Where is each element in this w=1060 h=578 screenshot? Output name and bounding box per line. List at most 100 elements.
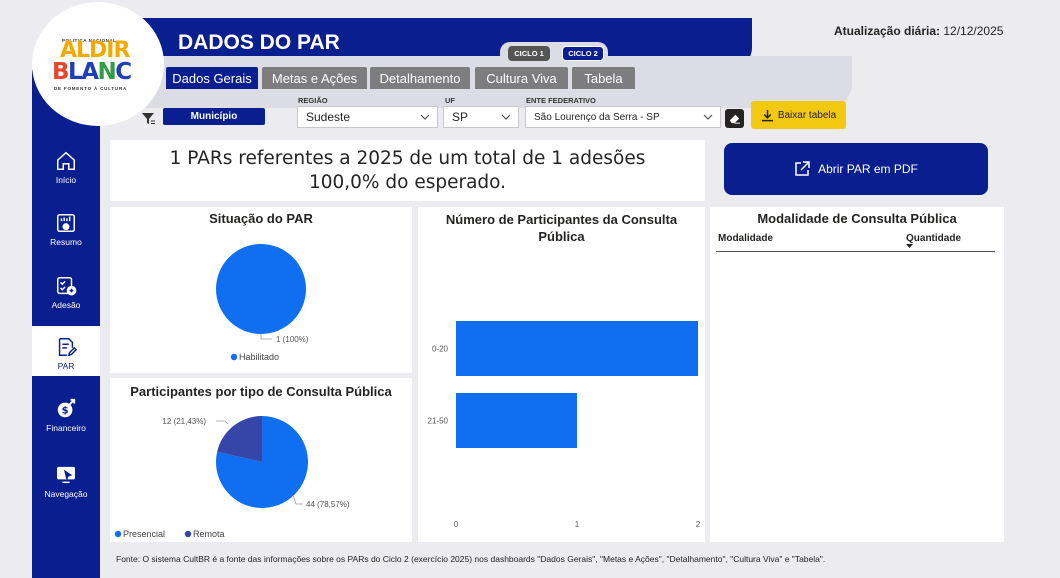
column-header-modalidade[interactable]: Modalidade xyxy=(718,233,774,244)
tab-tabela[interactable]: Tabela xyxy=(572,67,635,89)
download-icon xyxy=(761,109,773,121)
modalidade-title: Modalidade de Consulta Pública xyxy=(757,211,957,226)
tab-metas-e-acoes[interactable]: Metas e Ações xyxy=(262,67,367,89)
situacao-par-card: Situação do PAR 1 (100%) Habilitado xyxy=(110,207,412,373)
pie-data-label: 44 (78,57%) xyxy=(306,500,350,509)
sidebar-item-adesao[interactable]: Adesão xyxy=(32,275,100,333)
regiao-label: REGIÃO xyxy=(298,96,328,105)
logo: POLÍTICA NACIONAL ALDIR BLANC DE FOMENTO… xyxy=(32,2,164,126)
tab-detalhamento[interactable]: Detalhamento xyxy=(370,67,470,89)
bar-0-20[interactable] xyxy=(456,321,698,376)
legend-marker xyxy=(114,530,122,538)
sidebar-item-label: Início xyxy=(55,175,77,185)
participantes-tipo-chart: 44 (78,57%) 12 (21,43%) Presencial Remota xyxy=(114,416,350,539)
download-table-label: Baixar tabela xyxy=(777,109,837,121)
update-info: Atualização diária: 12/12/2025 xyxy=(834,24,1003,38)
sidebar-item-label: PAR xyxy=(57,361,75,371)
modalidade-card: Modalidade de Consulta Pública Modalidad… xyxy=(710,207,1004,542)
y-tick-label: 21-50 xyxy=(428,417,449,426)
regiao-value: Sudeste xyxy=(306,110,351,124)
uf-label: UF xyxy=(445,96,455,105)
uf-select[interactable]: SP xyxy=(443,106,519,128)
checklist-add-icon xyxy=(57,277,77,296)
update-label: Atualização diária: xyxy=(834,24,941,38)
open-par-pdf-label: Abrir PAR em PDF xyxy=(818,162,918,176)
ente-federativo-select[interactable]: São Lourenço da Serra - SP xyxy=(525,106,721,128)
ciclo-2-button[interactable]: CICLO 2 xyxy=(562,46,604,61)
legend-item-presencial: Presencial xyxy=(123,529,165,539)
external-link-icon xyxy=(795,161,810,176)
table-header-divider xyxy=(716,251,995,252)
sidebar-item-par[interactable]: PAR xyxy=(32,326,100,376)
pie-slice-remota[interactable] xyxy=(217,416,262,462)
numero-participantes-chart: 0-20 21-50 0 1 2 xyxy=(428,321,701,529)
sidebar-item-label: Navegação xyxy=(44,489,88,499)
column-header-quantidade[interactable]: Quantidade xyxy=(906,233,962,244)
sidebar-item-inicio[interactable]: Início xyxy=(32,150,100,208)
sidebar-item-resumo[interactable]: Resumo xyxy=(32,212,100,270)
clear-filters-button[interactable] xyxy=(725,109,744,128)
x-tick-label: 0 xyxy=(454,520,459,529)
sidebar-item-label: Resumo xyxy=(50,237,82,247)
legend-marker xyxy=(184,530,192,538)
tab-cultura-viva[interactable]: Cultura Viva xyxy=(475,67,568,89)
chevron-down-icon xyxy=(420,114,430,120)
ciclo-1-button[interactable]: CICLO 1 xyxy=(508,46,550,61)
pie-slice-habilitado[interactable] xyxy=(216,244,306,334)
filter-icon[interactable] xyxy=(140,110,156,126)
dashboard-icon xyxy=(57,214,75,232)
home-icon xyxy=(57,151,75,170)
sidebar xyxy=(32,70,100,578)
update-date: 12/12/2025 xyxy=(943,24,1004,38)
uf-value: SP xyxy=(452,110,469,124)
data-label-leader xyxy=(292,494,303,505)
eraser-icon xyxy=(729,114,741,124)
svg-text:$: $ xyxy=(62,406,69,417)
document-edit-icon xyxy=(58,338,77,357)
sort-desc-icon xyxy=(906,244,913,248)
summary-card: 1 PARs referentes a 2025 de um total de … xyxy=(110,140,705,201)
download-table-button[interactable]: Baixar tabela xyxy=(751,101,846,129)
legend-item-habilitado: Habilitado xyxy=(239,352,279,362)
situacao-par-chart: 1 (100%) Habilitado xyxy=(216,244,309,362)
numero-participantes-title: Número de Participantes da Consulta Públ… xyxy=(445,212,678,244)
sidebar-item-navegacao[interactable]: Navegação xyxy=(32,464,100,522)
bar-21-50[interactable] xyxy=(456,393,577,448)
chevron-down-icon xyxy=(703,114,713,120)
data-label-leader xyxy=(216,420,229,425)
y-tick-label: 0-20 xyxy=(432,345,449,354)
logo-top-text: POLÍTICA NACIONAL xyxy=(62,38,117,43)
legend-item-remota: Remota xyxy=(193,529,225,539)
participantes-tipo-card: Participantes por tipo de Consulta Públi… xyxy=(110,378,412,542)
pie-data-label: 1 (100%) xyxy=(276,335,309,344)
page-title: DADOS DO PAR xyxy=(178,31,340,54)
sidebar-item-financeiro[interactable]: $ Financeiro xyxy=(32,398,100,456)
footer-source-note: Fonte: O sistema CultBR é a fonte das in… xyxy=(116,554,826,564)
logo-line1: ALDIR xyxy=(60,38,130,63)
money-growth-icon: $ xyxy=(57,398,76,418)
sidebar-item-label: Adesão xyxy=(51,300,81,310)
regiao-select[interactable]: Sudeste xyxy=(297,106,438,128)
x-tick-label: 1 xyxy=(575,520,580,529)
chevron-down-icon xyxy=(501,114,511,120)
ente-federativo-label: ENTE FEDERATIVO xyxy=(526,96,596,105)
summary-text: 1 PARs referentes a 2025 de um total de … xyxy=(110,140,705,195)
ente-federativo-value: São Lourenço da Serra - SP xyxy=(534,111,660,123)
logo-line2: BLANC xyxy=(52,59,132,85)
numero-participantes-card: Número de Participantes da Consulta Públ… xyxy=(418,207,705,542)
data-label-leader xyxy=(260,334,272,340)
summary-line-1: 1 PARs referentes a 2025 de um total de … xyxy=(169,148,646,169)
x-tick-label: 2 xyxy=(696,520,701,529)
sidebar-item-label: Financeiro xyxy=(46,423,86,433)
municipio-button[interactable]: Município xyxy=(163,108,265,125)
tab-dados-gerais[interactable]: Dados Gerais xyxy=(166,67,258,89)
legend-marker xyxy=(230,353,238,361)
participantes-tipo-title: Participantes por tipo de Consulta Públi… xyxy=(130,384,392,399)
logo-bottom-text: DE FOMENTO À CULTURA xyxy=(54,86,128,91)
situacao-par-title: Situação do PAR xyxy=(209,211,313,226)
open-par-pdf-button[interactable]: Abrir PAR em PDF xyxy=(724,143,988,195)
pie-data-label: 12 (21,43%) xyxy=(162,417,206,426)
summary-line-2: 100,0% do esperado. xyxy=(308,172,507,193)
screen-cursor-icon xyxy=(57,466,75,484)
